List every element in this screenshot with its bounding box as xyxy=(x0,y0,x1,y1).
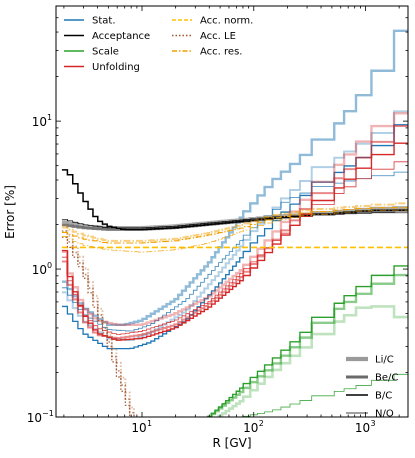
series-acceptance-b-c xyxy=(61,169,408,231)
series-acc-le-be-c xyxy=(61,230,135,417)
series-acc-res-n-o xyxy=(61,209,408,253)
series-stat-li-c xyxy=(61,29,408,326)
series-scale-n-o xyxy=(239,373,408,417)
x-tick-label: 10 xyxy=(243,421,258,435)
y-tick-exponent: 0 xyxy=(47,261,52,270)
x-tick-exponent: 2 xyxy=(259,419,264,428)
y-tick-label: 10 xyxy=(32,115,47,129)
legend-label-scale: Scale xyxy=(92,47,119,58)
series-acceptance-n-o xyxy=(61,212,408,229)
ratio-legend-label-b-c: B/C xyxy=(375,391,392,402)
ratio-legend-label-be-c: Be/C xyxy=(375,373,398,384)
series-acc-res-b-c xyxy=(61,207,408,244)
series-layer xyxy=(61,29,408,417)
legend-layer: Stat. Acceptance Scale Unfolding Acc. norm. A… xyxy=(64,16,398,420)
y-tick-label: 10 xyxy=(27,411,42,425)
legend-label-stat-: Stat. xyxy=(92,16,116,27)
y-tick-label: 10 xyxy=(32,263,47,277)
series-acc-le-b-c xyxy=(61,236,131,417)
legend-label-acc-res-: Acc. res. xyxy=(200,47,242,58)
x-axis-label: R [GV] xyxy=(212,436,251,450)
series-acc-res-li-c xyxy=(61,202,408,242)
legend-label-unfolding: Unfolding xyxy=(92,62,140,73)
series-unfolding-n-o xyxy=(61,161,408,335)
x-tick-label: 10 xyxy=(355,421,370,435)
legend-label-acc-norm-: Acc. norm. xyxy=(200,16,253,27)
x-tick-label: 10 xyxy=(131,421,146,435)
plot-frame xyxy=(55,5,409,418)
y-tick-exponent: −1 xyxy=(42,409,54,418)
x-tick-exponent: 3 xyxy=(371,419,376,428)
series-unfolding-li-c xyxy=(61,112,408,326)
y-axis-label: Error [%] xyxy=(3,185,17,239)
y-tick-exponent: 1 xyxy=(47,113,52,122)
legend-label-acceptance: Acceptance xyxy=(92,31,150,42)
legend-label-acc-le: Acc. LE xyxy=(200,31,236,42)
ratio-legend-label-n-o: N/O xyxy=(375,409,394,420)
series-stat-n-o xyxy=(61,171,408,332)
x-tick-exponent: 1 xyxy=(147,419,152,428)
series-scale-li-c xyxy=(217,305,408,417)
series-scale-be-c xyxy=(206,273,408,417)
ratio-legend-label-li-c: Li/C xyxy=(375,355,394,366)
